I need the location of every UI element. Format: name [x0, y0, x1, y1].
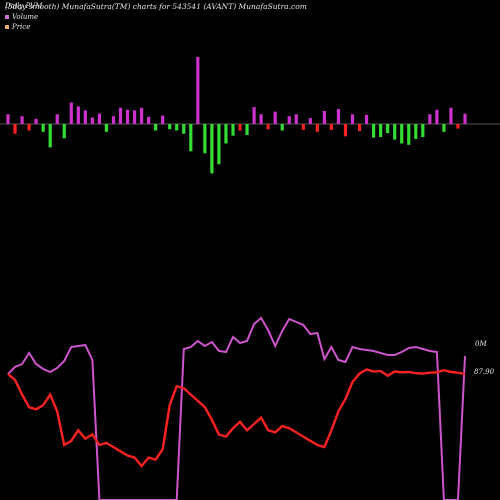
volume-bar: [210, 124, 214, 174]
volume-bar: [322, 111, 326, 124]
volume-bar: [350, 114, 355, 124]
volume-bar: [203, 124, 207, 154]
volume-bar: [238, 124, 242, 131]
volume-bar: [55, 114, 59, 124]
volume-bar: [252, 107, 256, 124]
volume-bar: [442, 124, 446, 132]
volume-bar: [83, 110, 87, 124]
volume-bar: [273, 111, 277, 124]
legend-price: Price: [5, 23, 30, 31]
volume-bar: [27, 124, 31, 131]
legend-volume-label: Volume: [12, 13, 39, 21]
volume-bar: [449, 107, 453, 124]
legend-price-swatch: [5, 25, 9, 29]
volume-bar: [364, 114, 369, 124]
price-end-label: 87.90: [474, 368, 495, 376]
volume-end-label: 0M: [475, 340, 487, 348]
volume-bar: [175, 124, 179, 131]
volume-bar: [428, 114, 432, 124]
volume-bar: [189, 124, 193, 152]
volume-bar: [259, 114, 263, 124]
legend-price-label: Price: [12, 23, 31, 31]
volume-bar: [336, 109, 341, 124]
volume-bar: [41, 124, 45, 132]
daily-pvm-label: Daily PVM: [5, 2, 43, 10]
volume-bar: [161, 115, 165, 124]
volume-bar: [62, 124, 66, 139]
volume-bars: [6, 57, 467, 174]
volume-bar: [287, 116, 291, 124]
volume-bar: [104, 124, 109, 132]
volume-bar: [48, 124, 52, 148]
volume-bar: [435, 109, 439, 124]
volume-bar: [6, 114, 10, 124]
volume-bar: [372, 124, 376, 138]
volume-bar: [224, 124, 228, 144]
volume-bar: [301, 124, 305, 130]
volume-bar: [147, 116, 151, 124]
volume-bar: [231, 124, 235, 136]
volume-bar: [13, 124, 17, 134]
volume-bar: [69, 102, 73, 124]
volume-bar: [463, 113, 467, 124]
volume-bar: [280, 124, 284, 131]
volume-bar: [393, 124, 397, 140]
volume-bar: [111, 116, 116, 124]
volume-bar: [266, 124, 270, 130]
volume-bar: [245, 124, 249, 136]
volume-bar: [329, 124, 334, 130]
volume-bar: [182, 124, 186, 134]
chart-title: (5day smooth) MunafaSutra(TM) charts for…: [5, 2, 307, 11]
volume-bar: [315, 124, 319, 132]
volume-bar: [196, 57, 200, 124]
volume-bar: [400, 124, 404, 144]
volume-bar: [357, 124, 362, 132]
volume-bar: [34, 118, 38, 124]
volume-bar: [294, 114, 298, 124]
volume-bar: [343, 124, 348, 137]
price-line: [7, 368, 466, 468]
volume-bar: [386, 124, 390, 134]
volume-bar: [125, 109, 130, 124]
volume-bar: [414, 124, 418, 139]
volume-bar: [421, 124, 425, 137]
volume-bar: [407, 124, 411, 145]
volume-bar: [139, 107, 144, 124]
volume-bar: [217, 124, 221, 165]
volume-bar: [168, 124, 172, 130]
volume-bar: [90, 117, 94, 124]
volume-bar: [97, 113, 101, 124]
volume-bar: [76, 106, 80, 124]
legend-volume: Volume: [5, 13, 38, 21]
volume-line: [7, 316, 466, 500]
volume-bar: [456, 124, 460, 129]
legend-volume-swatch: [5, 15, 9, 19]
volume-bar: [132, 110, 137, 124]
volume-bar: [154, 124, 158, 131]
volume-bar: [308, 118, 312, 124]
volume-bar: [118, 107, 123, 124]
volume-bar: [379, 124, 383, 137]
volume-bar: [20, 116, 24, 124]
